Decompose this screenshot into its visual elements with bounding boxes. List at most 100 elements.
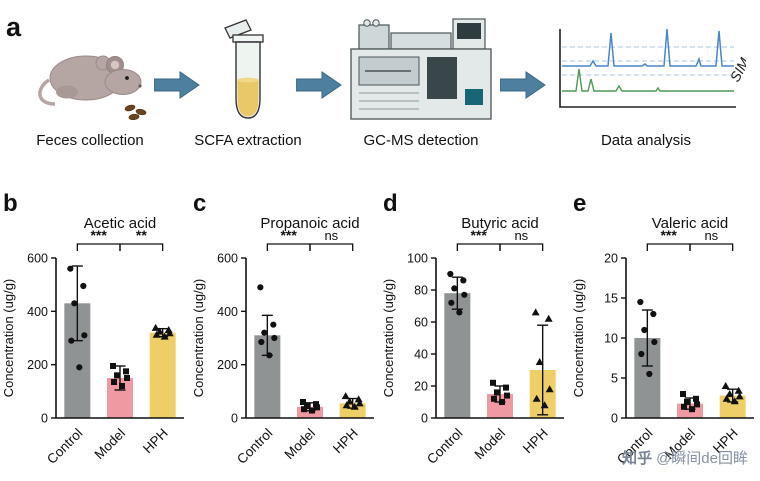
x-tick-label: Model — [472, 426, 509, 463]
data-point — [646, 370, 653, 378]
data-point — [491, 395, 497, 402]
bar-group-model — [107, 363, 133, 418]
chart-panel-c: c Propanoic acid Concentration (ug/g) 0 200 4… — [190, 184, 380, 476]
sig-label: ns — [514, 228, 528, 243]
sig-label: *** — [660, 227, 677, 243]
data-point — [681, 403, 687, 410]
data-point — [152, 330, 161, 338]
y-tick-label: 20 — [604, 252, 618, 266]
y-tick-label: 200 — [27, 358, 48, 372]
data-point — [689, 406, 695, 413]
data-point — [494, 389, 500, 396]
data-point — [504, 392, 510, 399]
data-point — [342, 401, 351, 409]
sig-label: *** — [470, 227, 487, 243]
data-point — [160, 332, 169, 340]
data-point — [722, 394, 731, 402]
y-tick-label: 100 — [407, 252, 428, 266]
y-tick-label: 0 — [41, 412, 48, 426]
data-point — [734, 386, 743, 394]
chart-panel-e: e Valeric acid Concentration (ug/g) 0 5 10 15 2… — [570, 184, 760, 476]
data-point — [451, 285, 458, 292]
data-point — [680, 391, 686, 397]
data-point — [151, 323, 160, 331]
bar-group-hph — [149, 323, 176, 418]
data-point — [350, 402, 359, 410]
chart-title: Acetic acid — [84, 215, 157, 232]
data-point — [684, 399, 690, 405]
data-point — [499, 399, 505, 405]
data-point — [540, 401, 549, 409]
bar-group-control — [444, 270, 471, 418]
y-axis-label: Concentration (ug/g) — [1, 279, 16, 398]
gcms-instrument-icon — [345, 14, 497, 130]
bar-group-hph — [529, 308, 556, 418]
workflow-panel: a Feces collection — [0, 14, 760, 150]
data-point — [114, 372, 120, 379]
y-axis-label: Concentration (ug/g) — [191, 279, 206, 398]
step-scfa-extraction: SCFA extraction — [194, 14, 302, 149]
flow-arrow-icon — [153, 70, 200, 105]
y-axis-label: Concentration (ug/g) — [571, 279, 586, 398]
charts-row: b Acetic acid Concentration (ug/g) 0 200 400 6… — [0, 184, 760, 476]
watermark-handle: @瞬间de回眸 — [656, 450, 748, 467]
data-point — [535, 358, 544, 365]
data-point — [71, 300, 78, 307]
data-point — [735, 392, 744, 400]
bar-group-hph — [339, 392, 366, 418]
chart-title: Valeric acid — [652, 215, 728, 232]
x-tick-label: Model — [92, 426, 129, 463]
y-tick-label: 5 — [611, 372, 618, 386]
data-point — [165, 329, 174, 337]
panel-letter-e: e — [573, 190, 586, 217]
sim-label: SIM — [727, 55, 746, 85]
panel-letter-c: c — [193, 190, 206, 217]
data-point — [111, 379, 117, 385]
data-point — [123, 368, 129, 375]
y-tick-label: 20 — [414, 380, 428, 394]
data-point — [270, 321, 277, 328]
x-tick-label: Control — [44, 426, 85, 467]
step-gcms-detection: GC-MS detection — [342, 14, 500, 149]
step-label-feces: Feces collection — [36, 132, 144, 149]
data-point — [637, 298, 644, 306]
data-point — [730, 397, 739, 405]
y-tick-label: 200 — [217, 358, 238, 372]
y-axis-label: Concentration (ug/g) — [381, 279, 396, 398]
data-point — [725, 390, 734, 397]
x-tick-label: Model — [282, 426, 319, 463]
x-tick-label: HPH — [330, 426, 361, 457]
step-label-data-analysis: Data analysis — [600, 132, 692, 149]
data-point — [461, 291, 468, 298]
step-label-gcms: GC-MS detection — [363, 132, 479, 149]
data-point — [119, 383, 125, 389]
data-point — [304, 403, 310, 409]
data-point — [345, 397, 354, 405]
data-point — [456, 309, 463, 316]
sig-bracket — [689, 243, 734, 251]
x-tick-label: HPH — [520, 426, 551, 457]
y-tick-label: 10 — [604, 332, 618, 346]
data-point — [694, 401, 700, 408]
flow-arrow-icon — [499, 70, 546, 105]
sig-bracket — [309, 243, 354, 251]
sig-label: ** — [136, 227, 147, 243]
panel-letter-d: d — [383, 190, 398, 217]
data-point — [693, 395, 699, 402]
bar-group-model — [297, 399, 323, 418]
bar-group-control — [634, 298, 661, 418]
sig-bracket — [499, 243, 544, 251]
x-tick-label: Control — [424, 426, 465, 467]
step-data-analysis: SIM Data analysis — [546, 14, 746, 149]
data-point — [266, 352, 273, 359]
data-point — [355, 399, 364, 407]
sig-label: *** — [280, 227, 297, 243]
y-tick-label: 15 — [604, 292, 618, 306]
sig-bracket — [456, 243, 501, 251]
data-point — [354, 395, 363, 403]
sig-bracket — [119, 243, 164, 251]
sig-label: ns — [324, 228, 338, 243]
data-point — [257, 284, 264, 291]
data-point — [460, 277, 467, 284]
chart-panel-b: b Acetic acid Concentration (ug/g) 0 200 400 6… — [0, 184, 190, 476]
